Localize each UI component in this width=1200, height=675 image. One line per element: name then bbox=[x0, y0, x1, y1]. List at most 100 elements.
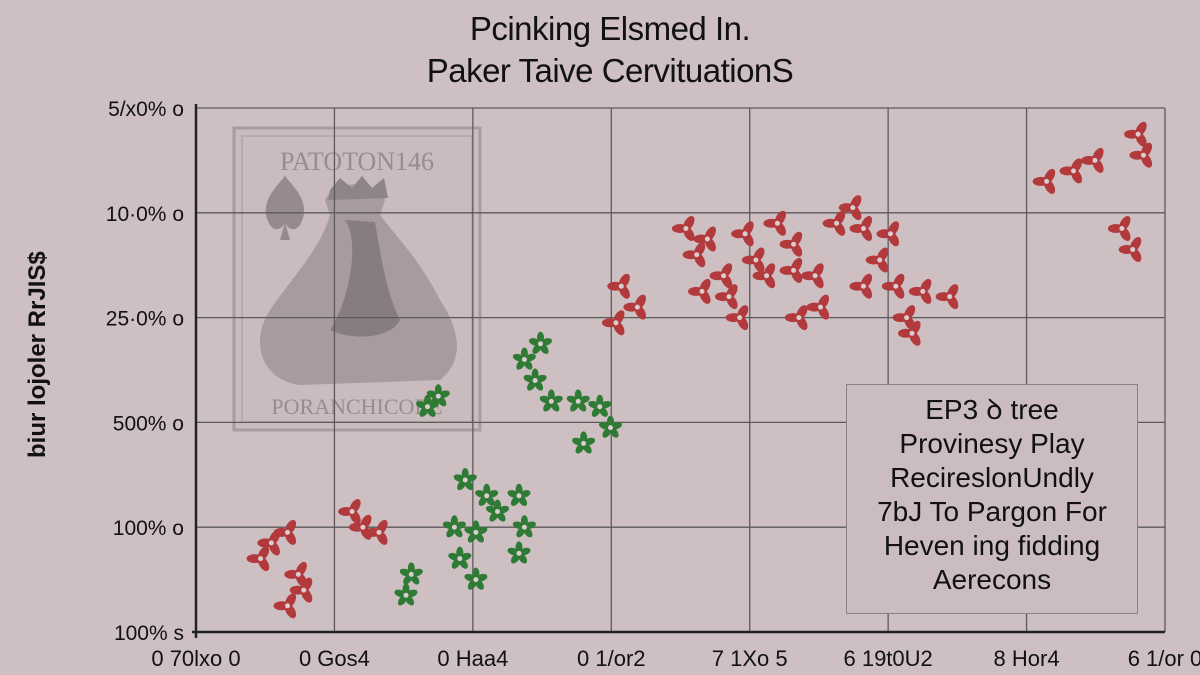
red-data-point bbox=[671, 216, 695, 241]
marker-center bbox=[634, 304, 640, 310]
green-data-point bbox=[512, 515, 536, 538]
chart-title-line-1: Pcinking Elsmed In. bbox=[469, 10, 751, 47]
king-beard-icon bbox=[330, 220, 400, 337]
marker-center bbox=[462, 477, 468, 483]
annotation-line-4: 7bJ To Pargon For bbox=[877, 496, 1107, 527]
marker-center bbox=[947, 294, 953, 300]
marker-petal bbox=[518, 495, 528, 506]
marker-petal bbox=[609, 427, 619, 438]
red-data-point bbox=[881, 273, 905, 299]
marker-center bbox=[704, 236, 710, 242]
marker-center bbox=[861, 283, 866, 289]
marker-center bbox=[516, 550, 522, 556]
chart-title: Pcinking Elsmed In. Paker Taive Cervitua… bbox=[300, 8, 920, 92]
marker-center bbox=[597, 404, 603, 410]
x-tick-label: 7 1Xo 5 bbox=[712, 646, 788, 671]
green-data-point bbox=[507, 483, 531, 506]
marker-petal bbox=[598, 406, 608, 417]
y-tick-label: 100% s bbox=[114, 622, 184, 645]
marker-petal bbox=[426, 406, 436, 417]
marker-petal bbox=[446, 526, 456, 538]
marker-center bbox=[548, 398, 554, 404]
marker-center bbox=[796, 315, 802, 321]
marker-petal bbox=[489, 511, 499, 522]
y-tick-labels: 5/x0% o 10·0% o 25·0% o 500% o 100% o 100% s bbox=[106, 98, 184, 645]
marker-center bbox=[920, 288, 926, 294]
green-data-point bbox=[507, 541, 531, 564]
marker-center bbox=[877, 257, 883, 263]
marker-petal bbox=[534, 380, 544, 391]
marker-center bbox=[850, 205, 856, 211]
marker-petal bbox=[572, 437, 584, 446]
marker-center bbox=[408, 571, 414, 577]
marker-center bbox=[457, 556, 463, 562]
green-data-point bbox=[394, 583, 418, 606]
red-data-point bbox=[365, 519, 388, 545]
green-data-point bbox=[598, 415, 623, 438]
x-tick-label: 0 Gos4 bbox=[299, 646, 370, 671]
marker-petal bbox=[453, 526, 463, 538]
marker-petal bbox=[410, 573, 420, 585]
marker-petal bbox=[507, 490, 520, 498]
marker-petal bbox=[532, 343, 542, 354]
spade-icon bbox=[265, 175, 305, 240]
marker-center bbox=[683, 226, 689, 231]
marker-center bbox=[268, 540, 274, 546]
marker-center bbox=[532, 378, 538, 383]
marker-center bbox=[301, 587, 307, 593]
red-data-point bbox=[1107, 216, 1131, 241]
marker-petal bbox=[577, 400, 587, 412]
marker-center bbox=[834, 220, 840, 226]
marker-center bbox=[285, 603, 290, 609]
red-data-point bbox=[1124, 121, 1147, 147]
marker-petal bbox=[512, 353, 525, 362]
marker-petal bbox=[566, 395, 579, 404]
marker-petal bbox=[588, 401, 600, 409]
marker-petal bbox=[598, 421, 611, 430]
green-data-point bbox=[572, 431, 596, 454]
green-data-point bbox=[464, 520, 488, 543]
red-data-point bbox=[607, 273, 630, 299]
marker-petal bbox=[457, 479, 467, 491]
red-data-point bbox=[246, 546, 270, 572]
marker-petal bbox=[582, 442, 592, 454]
marker-petal bbox=[474, 531, 484, 543]
marker-center bbox=[403, 592, 409, 598]
crown-icon bbox=[328, 176, 388, 200]
red-data-point bbox=[806, 294, 830, 320]
green-data-point bbox=[453, 468, 477, 491]
marker-petal bbox=[516, 526, 526, 538]
marker-petal bbox=[550, 400, 560, 412]
marker-center bbox=[538, 341, 543, 347]
annotation-box: EP3 ꝺ tree Provinesy Play RecireslonUndl… bbox=[846, 384, 1138, 614]
marker-petal bbox=[512, 521, 525, 530]
annotation-line-2: Provinesy Play bbox=[899, 428, 1085, 459]
chart-title-line-2: Paker Taive CervituationS bbox=[426, 52, 794, 89]
marker-center bbox=[618, 283, 624, 289]
marker-center bbox=[425, 404, 430, 410]
marker-petal bbox=[448, 552, 460, 561]
x-tick-label: 0 70lxo 0 bbox=[151, 646, 240, 671]
marker-center bbox=[484, 493, 490, 499]
marker-petal bbox=[602, 427, 612, 438]
annotation-line-5: Heven ing fidding bbox=[883, 530, 1101, 561]
marker-center bbox=[893, 283, 899, 289]
red-data-point bbox=[763, 210, 786, 236]
marker-petal bbox=[539, 343, 549, 354]
marker-petal bbox=[419, 406, 429, 417]
annotation-line-3: RecireslonUndly bbox=[890, 462, 1094, 493]
marker-center bbox=[521, 357, 527, 362]
marker-petal bbox=[475, 490, 487, 498]
marker-petal bbox=[485, 495, 495, 506]
marker-center bbox=[742, 231, 748, 237]
marker-center bbox=[376, 529, 382, 535]
green-data-point bbox=[566, 389, 590, 412]
red-data-point bbox=[849, 273, 873, 299]
watermark-label: PATOTON146 bbox=[280, 147, 434, 176]
y-tick-label: 500% o bbox=[113, 412, 184, 435]
red-data-point bbox=[752, 263, 776, 289]
marker-petal bbox=[453, 474, 466, 482]
marker-center bbox=[349, 509, 355, 514]
marker-center bbox=[295, 571, 301, 577]
red-data-point bbox=[1081, 147, 1104, 173]
